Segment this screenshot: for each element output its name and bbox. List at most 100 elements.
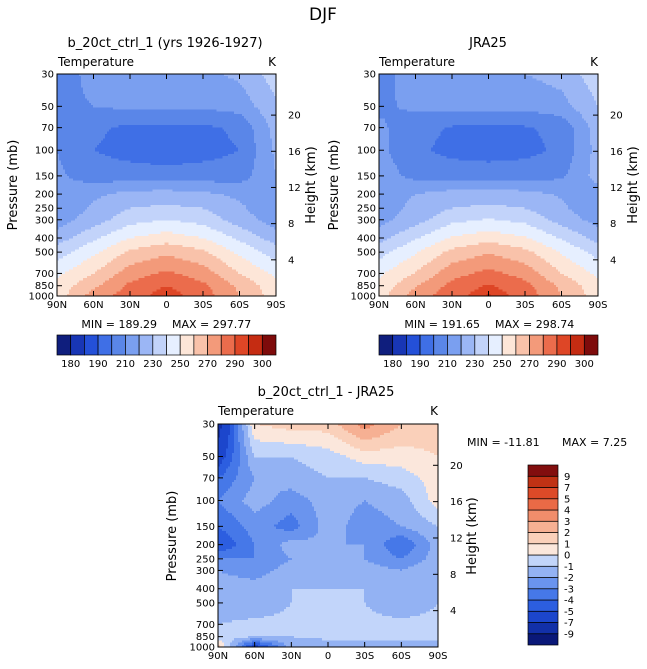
contour-cell [218, 464, 221, 467]
contour-cell [266, 573, 439, 577]
contour-cell [474, 271, 504, 275]
contour-cell [110, 260, 144, 264]
contour-cell [218, 448, 227, 452]
contour-cell [250, 506, 263, 510]
contour-cell [292, 600, 365, 603]
contour-cell [402, 260, 432, 264]
contour-cell [372, 504, 415, 508]
contour-cell [582, 287, 599, 290]
contour-cell [264, 116, 277, 119]
contour-cell [379, 173, 402, 177]
contour-cell [218, 615, 265, 619]
contour-cell [306, 464, 387, 467]
contour-cell [58, 158, 120, 162]
contour-cell [242, 499, 273, 503]
contour-cell [432, 145, 545, 148]
contour-cell [394, 87, 557, 91]
contour-cell [57, 98, 88, 102]
contour-cell [482, 218, 496, 222]
contour-cell [290, 604, 367, 608]
contour-cell [574, 140, 591, 144]
contour-cell [218, 597, 293, 601]
contour-cell [228, 573, 267, 577]
colorbar-label: -2 [564, 573, 574, 584]
contour-cell [379, 191, 426, 195]
contour-cell [398, 169, 569, 173]
contour-cell [379, 176, 406, 179]
contour-cell [164, 242, 170, 246]
contour-cell [256, 264, 277, 268]
contour-cell [288, 488, 293, 492]
contour-cell [220, 644, 225, 648]
contour-cell [248, 461, 303, 465]
contour-cell [254, 437, 339, 441]
contour-cell [372, 437, 439, 441]
contour-cell [330, 432, 353, 436]
contour-cell [57, 198, 98, 202]
contour-cell [446, 282, 531, 286]
contour-cell [246, 204, 277, 208]
x-tick-label: 90S [588, 300, 607, 311]
contour-cell [542, 80, 585, 84]
contour-cell [564, 91, 593, 95]
contour-cell [232, 546, 255, 550]
contour-cell [236, 198, 277, 202]
contour-cell [72, 284, 100, 288]
contour-cell [384, 253, 416, 257]
contour-cell [98, 251, 126, 255]
contour-cell [234, 251, 263, 255]
contour-cell [228, 510, 255, 514]
contour-cell [96, 238, 128, 242]
contour-cell [284, 528, 295, 532]
contour-cell [276, 495, 305, 499]
colorbar-swatch [529, 334, 544, 356]
contour-cell [172, 189, 277, 193]
contour-cell [57, 140, 102, 144]
contour-cell [392, 553, 409, 557]
contour-cell [98, 142, 235, 146]
contour-cell [574, 133, 591, 137]
contour-cell [218, 473, 225, 476]
contour-cell [438, 136, 541, 139]
contour-cell [110, 244, 152, 248]
contour-cell [574, 147, 593, 151]
contour-cell [436, 256, 476, 259]
contour-cell [57, 222, 68, 226]
contour-cell [518, 260, 547, 264]
contour-cell [250, 488, 289, 492]
colorbar-label: -4 [564, 596, 574, 607]
contour-cell [230, 249, 259, 253]
contour-cell [576, 109, 599, 113]
contour-cell [218, 490, 227, 494]
contour-cell [316, 510, 355, 514]
contour-cell [510, 244, 547, 248]
contour-cell [230, 138, 255, 142]
contour-cell [308, 497, 411, 501]
contour-cell [218, 633, 439, 637]
contour-cell [392, 218, 430, 222]
contour-cell [224, 278, 251, 282]
contour-cell [248, 430, 253, 434]
contour-cell [57, 238, 70, 242]
contour-cell [418, 531, 439, 534]
contour-cell [270, 85, 277, 88]
contour-cell [272, 138, 277, 142]
colorbar-label: 190 [89, 359, 108, 370]
contour-cell [218, 432, 221, 436]
contour-cell [379, 182, 599, 186]
y-tick-label: 100 [196, 496, 215, 507]
contour-cell [434, 142, 545, 146]
contour-cell [404, 229, 436, 233]
contour-cell [266, 78, 277, 82]
contour-cell [380, 224, 416, 228]
contour-cell [108, 129, 225, 133]
contour-cell [294, 457, 351, 461]
contour-cell [188, 276, 221, 279]
contour-cell [260, 640, 279, 644]
contour-cell [228, 444, 235, 447]
contour-cell [560, 251, 589, 255]
contour-cell [406, 468, 439, 472]
x-tick-label: 60N [245, 651, 265, 662]
contour-cell [290, 602, 367, 606]
contour-cell [379, 264, 398, 268]
